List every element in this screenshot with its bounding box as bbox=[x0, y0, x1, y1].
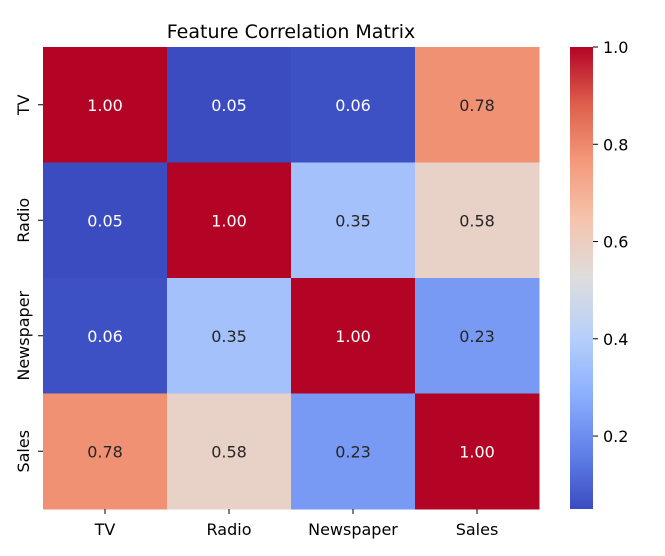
heatmap-cell bbox=[291, 162, 416, 279]
heatmap-cell bbox=[291, 47, 416, 163]
x-tick-label: Radio bbox=[207, 520, 252, 539]
colorbar-tick-label: 0.2 bbox=[603, 427, 628, 446]
cell-value-label: 0.35 bbox=[335, 211, 371, 230]
heatmap-cell bbox=[415, 278, 540, 394]
colorbar: 0.2 0.4 0.6 0.8 1.0 bbox=[570, 38, 628, 509]
heatmap-cell bbox=[415, 393, 540, 510]
heatmap-cells: 1.00 0.05 0.06 0.78 0.05 1.00 0.35 0.58 0.06 0.35… bbox=[43, 47, 540, 510]
colorbar-gradient bbox=[570, 47, 593, 509]
cell-value-label: 0.78 bbox=[459, 96, 495, 115]
cell-value-label: 0.23 bbox=[335, 442, 371, 461]
cell-value-label: 0.06 bbox=[87, 327, 123, 346]
heatmap-cell bbox=[167, 47, 292, 163]
heatmap-cell bbox=[43, 278, 168, 394]
y-tick-label: Radio bbox=[14, 198, 33, 243]
y-axis: TV Radio Newspaper Sales bbox=[14, 94, 43, 473]
heatmap-cell bbox=[291, 393, 416, 510]
x-tick-label: Newspaper bbox=[308, 520, 398, 539]
heatmap-cell bbox=[43, 393, 168, 510]
chart-title: Feature Correlation Matrix bbox=[167, 21, 415, 43]
cell-value-label: 0.05 bbox=[87, 211, 123, 230]
heatmap-cell bbox=[43, 47, 168, 163]
colorbar-tick-label: 0.8 bbox=[603, 135, 628, 154]
heatmap-cell bbox=[167, 278, 292, 394]
cell-value-label: 0.35 bbox=[211, 327, 247, 346]
heatmap-cell bbox=[415, 162, 540, 279]
cell-value-label: 0.78 bbox=[87, 442, 123, 461]
heatmap-cell bbox=[291, 278, 416, 394]
colorbar-tick-label: 0.6 bbox=[603, 233, 628, 252]
cell-value-label: 0.05 bbox=[211, 96, 247, 115]
cell-value-label: 1.00 bbox=[211, 211, 247, 230]
cell-value-label: 0.23 bbox=[459, 327, 495, 346]
cell-value-label: 1.00 bbox=[459, 442, 495, 461]
heatmap-cell bbox=[43, 162, 168, 279]
colorbar-tick-label: 1.0 bbox=[603, 38, 628, 57]
y-tick-label: Sales bbox=[14, 430, 33, 473]
x-tick-label: Sales bbox=[456, 520, 499, 539]
cell-value-label: 1.00 bbox=[335, 327, 371, 346]
cell-value-label: 0.58 bbox=[211, 442, 247, 461]
heatmap-cell bbox=[167, 162, 292, 279]
cell-value-label: 0.06 bbox=[335, 96, 371, 115]
colorbar-tick-label: 0.4 bbox=[603, 330, 628, 349]
x-axis: TV Radio Newspaper Sales bbox=[94, 509, 499, 539]
heatmap-cell bbox=[167, 393, 292, 510]
y-tick-label: Newspaper bbox=[14, 290, 33, 380]
cell-value-label: 0.58 bbox=[459, 211, 495, 230]
x-tick-label: TV bbox=[94, 520, 116, 539]
y-tick-label: TV bbox=[14, 94, 33, 116]
heatmap-cell bbox=[415, 47, 540, 163]
cell-value-label: 1.00 bbox=[87, 96, 123, 115]
